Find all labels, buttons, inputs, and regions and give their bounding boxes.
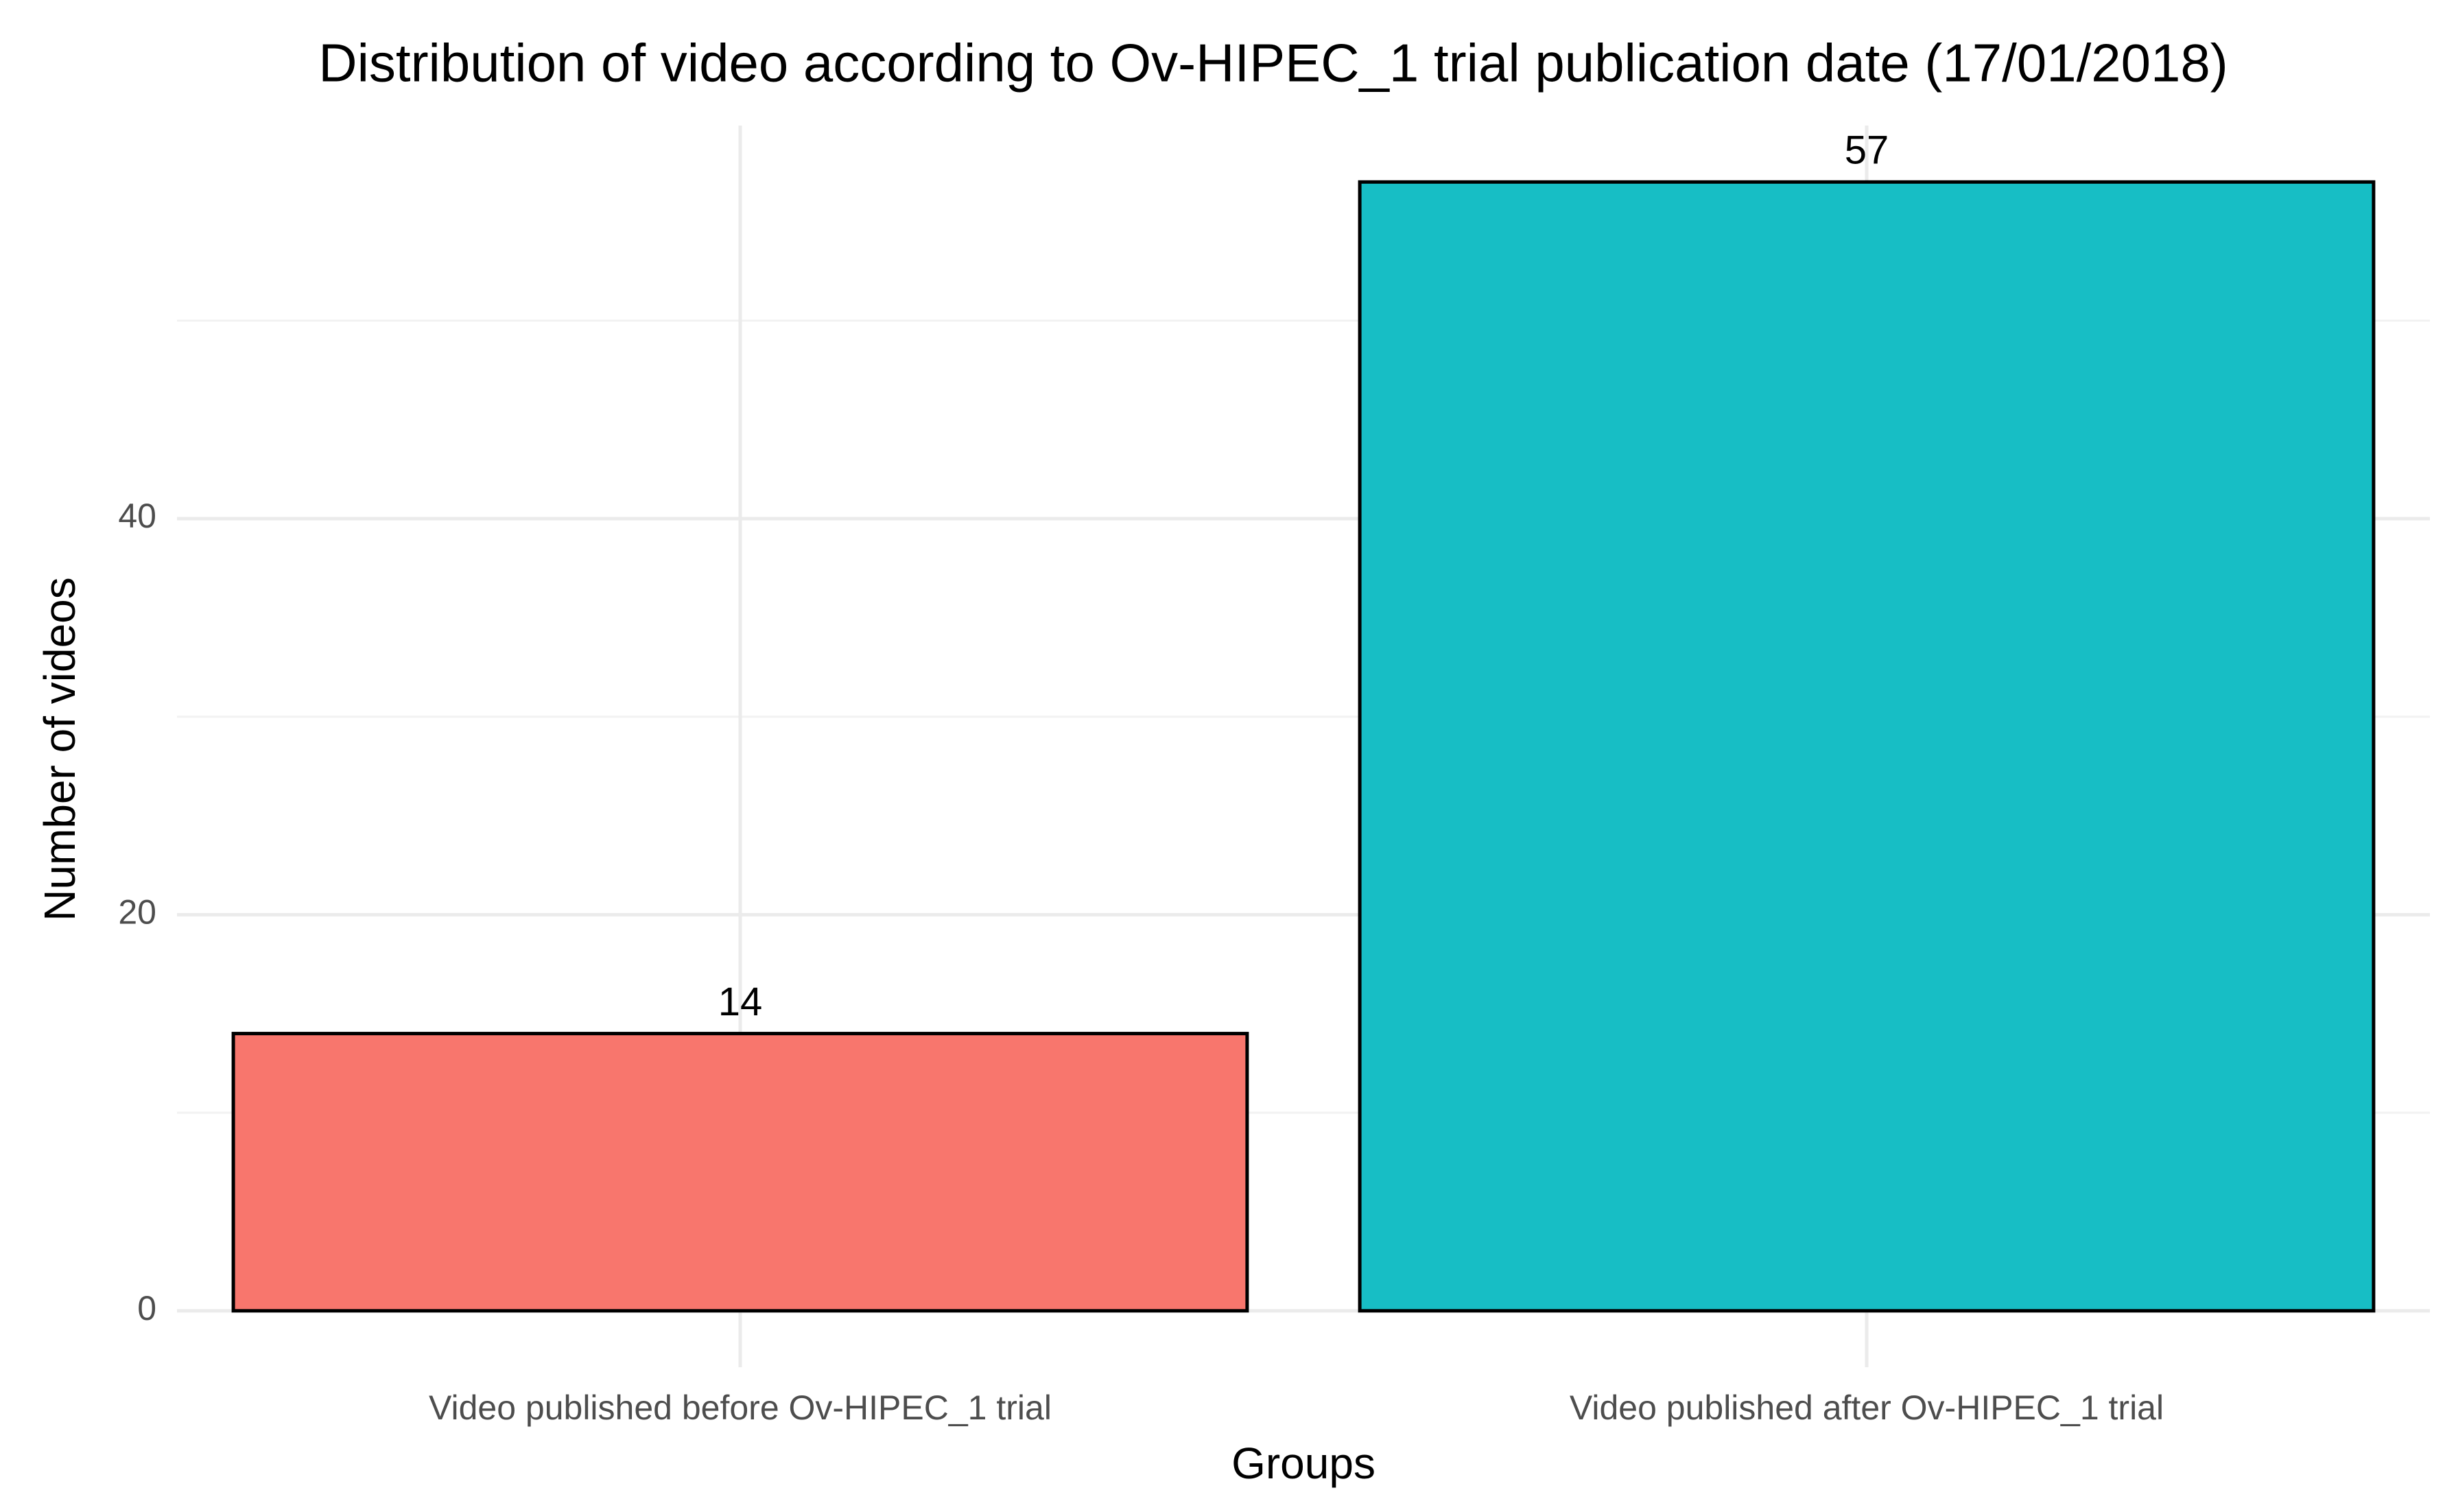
- chart-title: Distribution of video according to Ov-HI…: [318, 33, 2228, 93]
- x-tick-label: Video published before Ov-HIPEC_1 trial: [429, 1389, 1052, 1427]
- bar: [1358, 180, 2376, 1313]
- value-label: 14: [718, 980, 763, 1024]
- x-tick-label: Video published after Ov-HIPEC_1 trial: [1570, 1389, 2164, 1427]
- y-tick-label: 20: [118, 893, 156, 932]
- value-label: 57: [1845, 128, 1889, 173]
- bar: [231, 1032, 1249, 1313]
- y-axis-title: Number of videos: [35, 577, 84, 921]
- x-axis-title: Groups: [1231, 1439, 1375, 1488]
- y-tick-label: 40: [118, 497, 156, 535]
- y-tick-label: 0: [137, 1289, 156, 1327]
